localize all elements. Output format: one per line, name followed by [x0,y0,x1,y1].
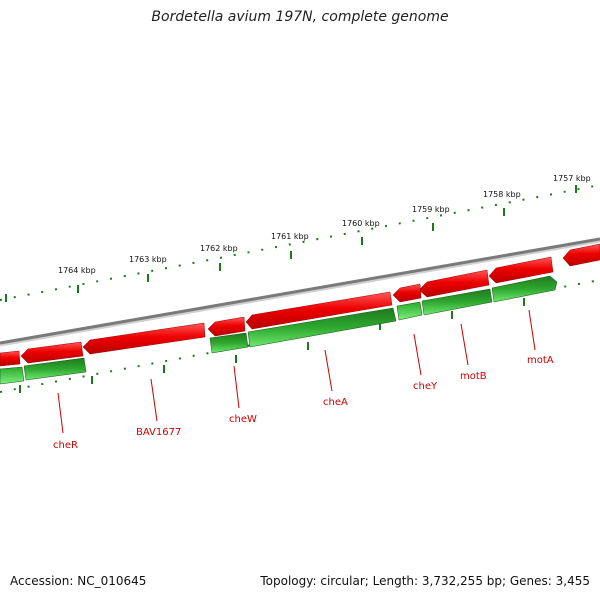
gene-arrow-rev-cheR [23,357,87,381]
gene-label-motA: motA [527,355,554,366]
tick-label-1762: 1762 kbp [200,244,238,253]
gene-arrow-fwd-cheW [207,316,246,337]
tick-label-1764: 1764 kbp [58,266,96,275]
gene-arrow-fwd-BAV1677 [82,322,206,355]
gene-label-cheR: cheR [53,440,78,451]
tick-label-1758: 1758 kbp [483,190,521,199]
gene-label-BAV1677: BAV1677 [136,427,181,438]
figure-title: Bordetella avium 197N, complete genome [151,9,449,25]
outer-tick-ring [0,184,600,301]
gene-label-cheA: cheA [323,397,348,408]
gene-arrow-fwd-cheY [392,283,422,303]
topology-text: Topology: circular; Length: 3,732,255 bp… [260,574,590,588]
tick-label-1759: 1759 kbp [412,205,450,214]
gene-arrow-rev-edge [0,366,25,385]
tick-label-1763: 1763 kbp [129,255,167,264]
tick-label-1757: 1757 kbp [553,174,591,183]
gene-label-motB: motB [460,371,487,382]
gene-arrow-rev-motA [491,275,558,303]
tick-label-1760: 1760 kbp [342,219,380,228]
gene-arrow-fwd-motB [418,269,490,298]
gene-arrow-fwd-motA [488,256,554,284]
gene-arrow-rev-cheW [209,332,249,354]
genome-backbone-edge [0,237,600,345]
gene-arrow-fwd-cheR [20,341,84,364]
gene-label-cheY: cheY [413,381,438,392]
gene-label-leaders [57,309,536,434]
tick-label-1761: 1761 kbp [271,232,309,241]
gene-arrow-fwd-edge [0,350,21,367]
reverse-strand-genes [0,275,558,385]
forward-strand-genes [0,243,600,367]
outer-major-ticks [5,185,577,302]
gene-arrow-rev-cheY [396,301,423,321]
gene-arrow-rev-motB [421,288,493,316]
gene-label-cheW: cheW [229,414,257,425]
gene-arrow-rev-cheA [247,307,397,348]
gene-arrow-fwd-cheA [245,291,393,330]
gene-arrow-fwd-1 [562,243,600,267]
accession-text: Accession: NC_010645 [10,574,147,588]
